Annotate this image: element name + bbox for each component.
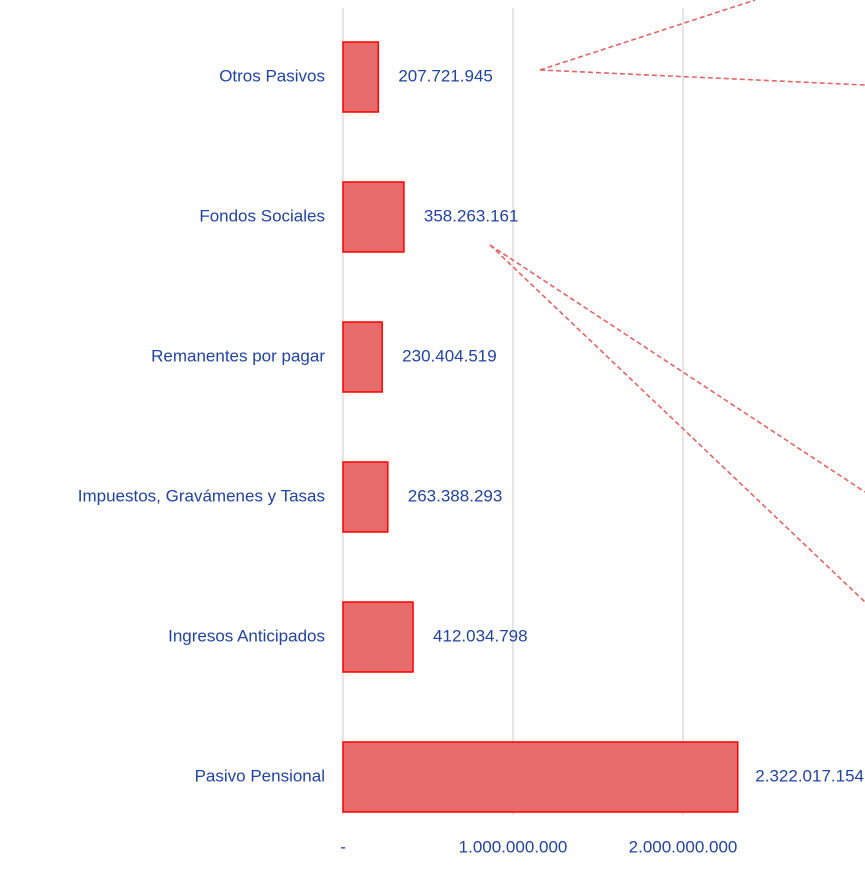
bar	[342, 741, 739, 813]
grid: - 1.000.000.000 2.000.000.000	[340, 8, 737, 856]
bar	[342, 601, 414, 673]
bar	[342, 181, 405, 253]
bar	[342, 321, 383, 393]
x-tick-label: 2.000.000.000	[629, 837, 738, 856]
bars: Otros Pasivos 207.721.945 Fondos Sociales 3…	[78, 41, 864, 813]
callout-line	[489, 244, 865, 603]
bar	[342, 461, 389, 533]
callout-line	[489, 244, 865, 493]
y-tick-label: Pasivo Pensional	[195, 766, 325, 785]
data-label: 207.721.945	[398, 66, 493, 85]
data-label: 358.263.161	[424, 206, 519, 225]
y-tick-label: Remanentes por pagar	[151, 346, 325, 365]
data-label: 412.034.798	[433, 626, 528, 645]
y-tick-label: Impuestos, Gravámenes y Tasas	[78, 486, 325, 505]
x-tick-label: -	[340, 837, 346, 856]
bar	[342, 41, 380, 113]
data-label: 230.404.519	[402, 346, 497, 365]
data-label: 263.388.293	[408, 486, 503, 505]
callout-line	[539, 0, 756, 71]
callout-line	[539, 69, 865, 86]
x-tick-label: 1.000.000.000	[459, 837, 568, 856]
y-tick-label: Fondos Sociales	[199, 206, 325, 225]
data-label: 2.322.017.154	[755, 766, 864, 785]
y-tick-label: Otros Pasivos	[219, 66, 325, 85]
y-tick-label: Ingresos Anticipados	[168, 626, 325, 645]
